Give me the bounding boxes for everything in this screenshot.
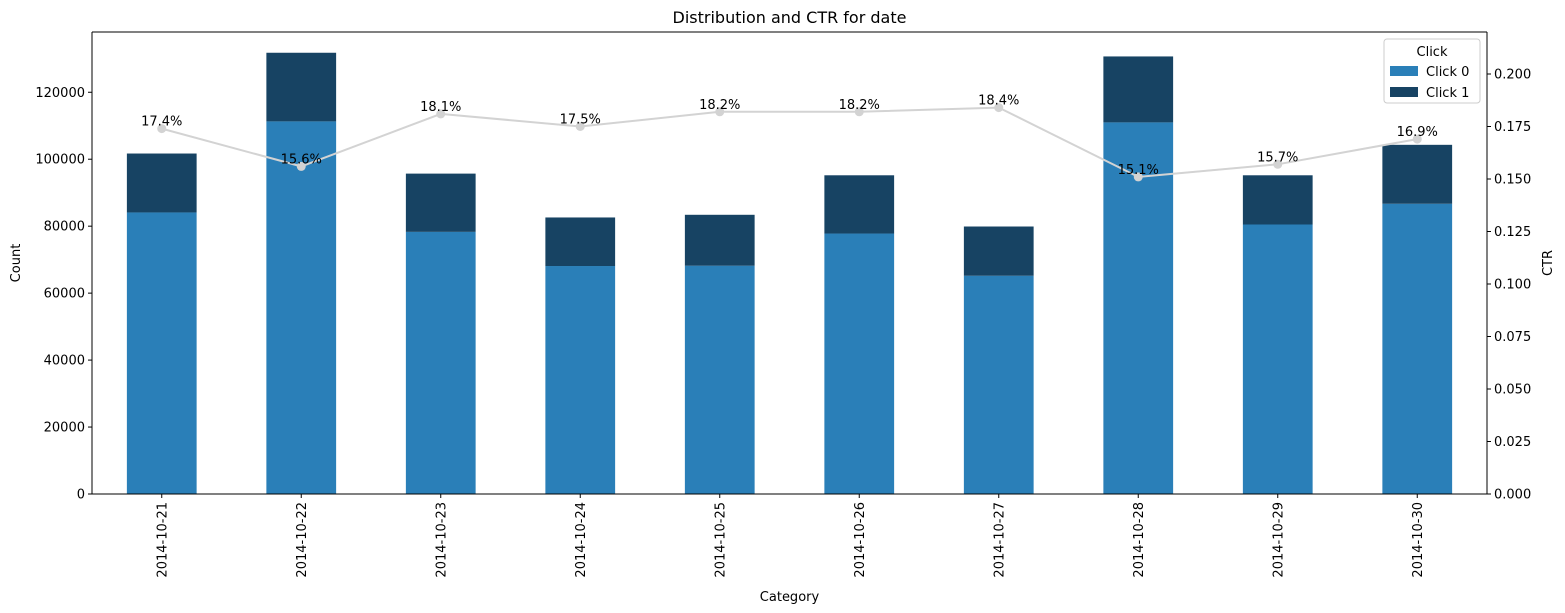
y-tick-label-40000: 40000: [44, 354, 85, 369]
ctr-label-2014-10-22: 15.6%: [281, 152, 322, 167]
bar-click-0-2014-10-28: [1103, 122, 1174, 495]
bar-click-1-2014-10-30: [1382, 144, 1453, 204]
bar-click-0-2014-10-21: [126, 212, 197, 495]
x-tick-label-2014-10-29: 2014-10-29: [1271, 502, 1286, 578]
bar-click-0-2014-10-29: [1242, 224, 1313, 494]
bar-click-1-2014-10-29: [1242, 175, 1313, 225]
ctr-label-2014-10-29: 15.7%: [1257, 150, 1298, 165]
ctr-point-2014-10-23: [436, 109, 446, 119]
ctr-label-2014-10-27: 18.4%: [978, 94, 1019, 109]
y2-tick-label-0.15: 0.150: [1494, 173, 1531, 188]
bar-click-0-2014-10-25: [684, 265, 755, 494]
bar-click-0-2014-10-30: [1382, 203, 1453, 495]
ctr-point-2014-10-25: [715, 107, 725, 117]
ctr-point-2014-10-26: [854, 107, 864, 117]
ctr-label-2014-10-23: 18.1%: [420, 100, 461, 115]
y2-tick-label-0.125: 0.125: [1494, 225, 1531, 240]
y-tick-label-120000: 120000: [35, 86, 85, 101]
y-tick-label-80000: 80000: [44, 220, 85, 235]
y2-tick-label-0.2: 0.200: [1494, 68, 1531, 83]
bar-click-1-2014-10-22: [266, 52, 337, 122]
legend-swatch-click-1: [1390, 87, 1418, 97]
y2-tick-label-0.1: 0.100: [1494, 278, 1531, 293]
legend-label-click-1: Click 1: [1426, 86, 1469, 101]
ctr-point-2014-10-28: [1133, 172, 1143, 182]
y-tick-label-60000: 60000: [44, 287, 85, 302]
chart-title: Distribution and CTR for date: [673, 8, 907, 27]
bar-click-0-2014-10-24: [545, 266, 616, 494]
y-tick-label-0: 0: [77, 488, 85, 503]
y-tick-label-100000: 100000: [35, 153, 85, 168]
y2-tick-label-0: 0.000: [1494, 488, 1531, 503]
x-tick-label-2014-10-23: 2014-10-23: [434, 502, 449, 578]
x-tick-label-2014-10-22: 2014-10-22: [295, 502, 310, 578]
legend-swatch-click-0: [1390, 66, 1418, 76]
bar-click-1-2014-10-24: [545, 217, 616, 267]
ctr-label-2014-10-25: 18.2%: [699, 98, 740, 113]
bar-click-0-2014-10-23: [405, 231, 476, 494]
ctr-point-2014-10-21: [157, 124, 167, 134]
y-tick-label-20000: 20000: [44, 421, 85, 436]
y2-tick-label-0.075: 0.075: [1494, 330, 1531, 345]
x-axis-title: Category: [760, 590, 820, 605]
bar-click-0-2014-10-22: [266, 121, 337, 494]
ctr-label-2014-10-21: 17.4%: [141, 115, 182, 130]
x-tick-label-2014-10-30: 2014-10-30: [1411, 502, 1426, 578]
bar-click-1-2014-10-26: [824, 175, 895, 234]
x-tick-label-2014-10-25: 2014-10-25: [713, 502, 728, 578]
ctr-point-2014-10-22: [296, 161, 306, 171]
y2-tick-label-0.175: 0.175: [1494, 120, 1531, 135]
x-tick-label-2014-10-28: 2014-10-28: [1132, 502, 1147, 578]
ctr-label-2014-10-24: 17.5%: [560, 113, 601, 128]
ctr-point-2014-10-29: [1273, 159, 1283, 169]
bar-click-1-2014-10-27: [963, 226, 1034, 276]
ctr-label-2014-10-30: 16.9%: [1397, 125, 1438, 140]
ctr-point-2014-10-24: [575, 122, 585, 131]
x-tick-label-2014-10-26: 2014-10-26: [853, 502, 868, 578]
y2-tick-label-0.05: 0.050: [1494, 383, 1531, 398]
bar-click-1-2014-10-25: [684, 214, 755, 266]
ctr-label-2014-10-26: 18.2%: [839, 98, 880, 113]
bar-click-0-2014-10-26: [824, 233, 895, 494]
x-tick-label-2014-10-27: 2014-10-27: [992, 502, 1007, 578]
bar-click-1-2014-10-23: [405, 173, 476, 232]
x-tick-label-2014-10-24: 2014-10-24: [574, 502, 589, 578]
y2-axis-title: CTR: [1541, 250, 1556, 276]
ctr-point-2014-10-27: [994, 103, 1004, 113]
x-tick-label-2014-10-21: 2014-10-21: [155, 502, 170, 578]
bar-click-1-2014-10-28: [1103, 56, 1174, 123]
legend-label-click-0: Click 0: [1426, 65, 1469, 80]
y-axis-title: Count: [9, 244, 24, 283]
bar-click-1-2014-10-21: [126, 153, 197, 213]
y2-tick-label-0.025: 0.025: [1494, 435, 1531, 450]
ctr-point-2014-10-30: [1412, 134, 1422, 144]
ctr-line: [161, 106, 1418, 178]
ctr-label-2014-10-28: 15.1%: [1118, 163, 1159, 178]
legend-title: Click: [1417, 45, 1448, 60]
bar-click-0-2014-10-27: [963, 275, 1034, 494]
